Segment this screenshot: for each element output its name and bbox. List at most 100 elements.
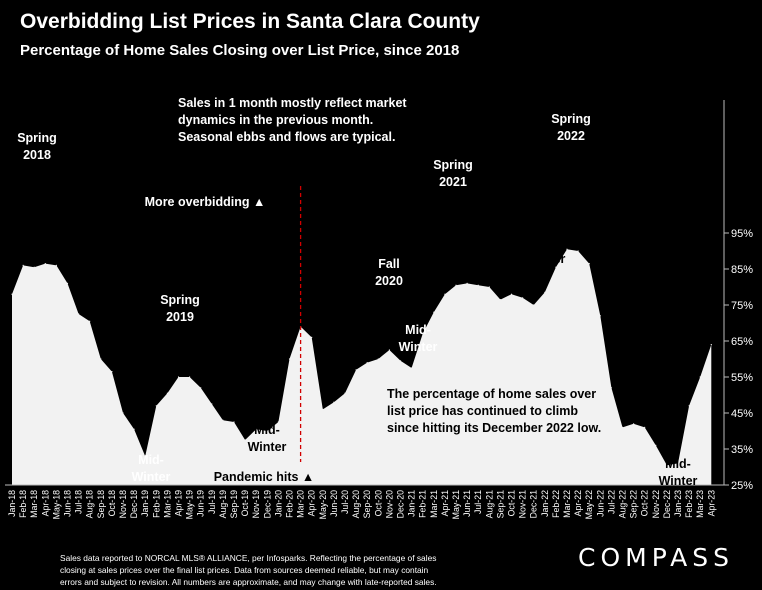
data-point <box>455 284 457 286</box>
y-tick-label: 85% <box>731 264 753 276</box>
chart-subtitle: Percentage of Home Sales Closing over Li… <box>20 42 460 59</box>
area-series <box>12 249 712 485</box>
data-point <box>633 423 635 425</box>
annotation-label: Spring <box>433 158 473 172</box>
annotation-label: Mid- <box>138 453 164 467</box>
data-point <box>78 313 80 315</box>
y-tick-label: 45% <box>731 408 753 420</box>
data-point <box>399 360 402 362</box>
data-point <box>189 376 191 378</box>
chart-note: dynamics in the previous month. <box>178 113 373 127</box>
data-point <box>22 264 24 266</box>
x-tick-label: Sep-19 <box>229 490 239 518</box>
x-tick-label: Sep-21 <box>495 490 505 518</box>
data-point <box>555 266 557 268</box>
annotation-label: Spring <box>160 293 200 307</box>
data-point <box>133 428 135 430</box>
x-tick-label: Nov-21 <box>518 490 528 518</box>
data-point <box>177 376 180 378</box>
annotation-label: Fall <box>378 257 400 271</box>
data-point <box>211 403 213 405</box>
x-tick-label: Sep-20 <box>362 490 372 518</box>
data-point <box>621 426 624 428</box>
annotation-label: Mid- <box>254 423 280 437</box>
y-tick-label: 55% <box>731 372 753 384</box>
x-tick-label: Jun-19 <box>196 490 206 517</box>
data-point <box>688 405 690 407</box>
x-tick-label: Oct-22 <box>640 490 650 517</box>
data-point <box>89 320 91 322</box>
data-point <box>644 426 646 428</box>
y-tick-label: 25% <box>731 480 753 492</box>
x-tick-label: Mar-19 <box>162 490 172 518</box>
x-tick-label: Jul-22 <box>606 490 616 514</box>
chart-note: Seasonal ebbs and flows are typical. <box>178 130 395 144</box>
data-point <box>11 293 13 295</box>
annotation-label: 2022 <box>557 129 585 143</box>
data-point <box>166 392 168 394</box>
x-tick-label: Jun-18 <box>63 490 73 517</box>
data-point <box>322 408 324 410</box>
data-point <box>699 376 701 378</box>
data-point <box>100 358 102 360</box>
data-point <box>488 286 490 288</box>
x-tick-label: Oct-21 <box>507 490 517 517</box>
x-tick-label: Sep-18 <box>96 490 106 518</box>
x-tick-label: Nov-20 <box>384 490 394 518</box>
data-point <box>677 462 679 464</box>
data-point <box>200 387 202 389</box>
x-tick-label: Feb-19 <box>151 490 161 518</box>
annotation-label: Spring <box>17 131 57 145</box>
annotation-label: Spring <box>551 112 591 126</box>
data-point <box>111 371 113 373</box>
x-tick-label: Aug-19 <box>218 490 228 518</box>
chart-note: list price has continued to climb <box>387 404 578 418</box>
x-tick-label: Jul-21 <box>473 490 483 514</box>
data-point <box>710 344 712 346</box>
pandemic-label: Pandemic hits ▲ <box>214 470 315 484</box>
y-tick-label: 75% <box>731 300 753 312</box>
data-point <box>33 266 35 268</box>
x-tick-label: Apr-20 <box>307 490 317 517</box>
x-tick-label: Jul-20 <box>340 490 350 514</box>
annotation-label: 2018 <box>23 148 51 162</box>
source-footnote: Sales data reported to NORCAL MLS® ALLIA… <box>60 553 437 587</box>
x-tick-label: Dec-18 <box>129 490 139 518</box>
x-tick-label: May-19 <box>185 490 195 519</box>
x-tick-label: Nov-19 <box>251 490 261 518</box>
x-tick-label: Dec-22 <box>662 490 672 518</box>
annotation-label: Mid- <box>533 235 559 249</box>
x-tick-label: Jan-18 <box>7 490 17 517</box>
data-point <box>377 358 379 360</box>
data-point <box>577 250 579 252</box>
data-point <box>311 336 313 338</box>
annotation-label: Winter <box>132 470 171 484</box>
data-point <box>344 392 346 394</box>
x-tick-label: Jun-21 <box>462 490 472 517</box>
data-point <box>66 282 69 284</box>
annotation-label: Winter <box>527 252 566 266</box>
data-point <box>144 455 146 457</box>
data-point <box>277 421 279 423</box>
data-point <box>510 293 513 295</box>
annotation-label: Mid- <box>665 457 691 471</box>
y-tick-label: 95% <box>731 228 753 240</box>
data-point <box>355 369 357 371</box>
data-point <box>255 428 257 430</box>
annotation-label: 2021 <box>439 175 467 189</box>
chart-title: Overbidding List Prices in Santa Clara C… <box>20 10 480 33</box>
x-tick-label: Apr-22 <box>573 490 583 517</box>
annotation-label: Winter <box>659 474 698 488</box>
x-tick-label: Aug-21 <box>484 490 494 518</box>
data-point <box>533 304 535 306</box>
x-tick-label: Apr-23 <box>706 490 716 517</box>
data-point <box>466 282 468 284</box>
x-tick-label: Feb-20 <box>285 490 295 518</box>
data-point <box>244 439 246 441</box>
data-point <box>499 299 501 301</box>
x-tick-label: Jan-23 <box>673 490 683 517</box>
data-point <box>155 405 157 407</box>
annotation-label: 2020 <box>375 274 403 288</box>
data-point <box>522 297 524 299</box>
